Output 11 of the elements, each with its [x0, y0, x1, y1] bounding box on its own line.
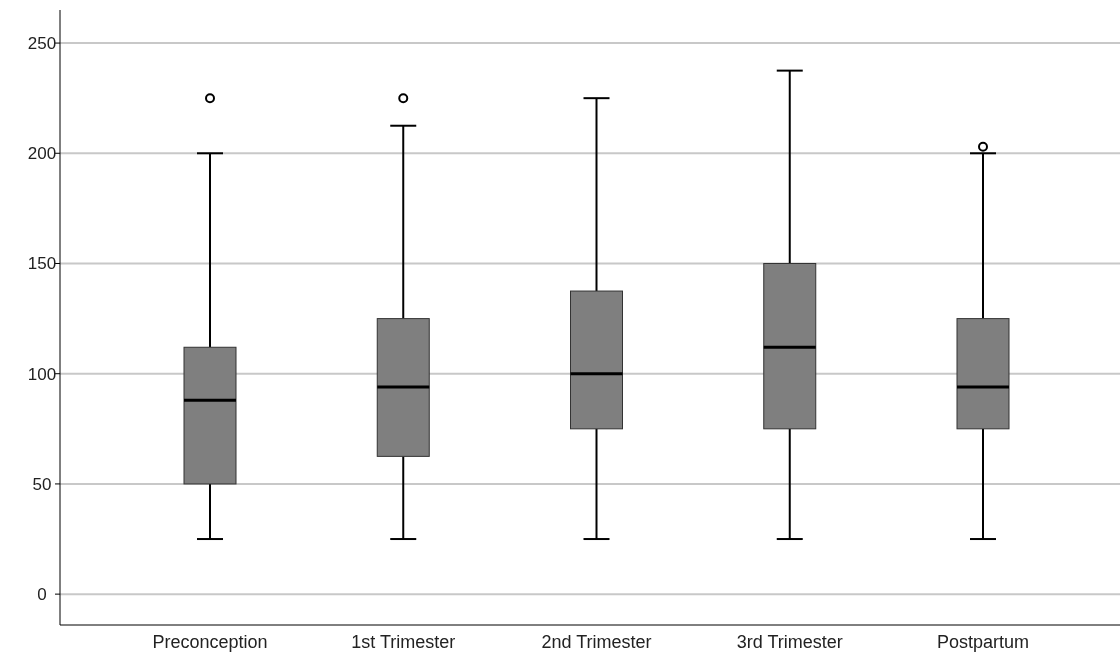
x-tick-label: 1st Trimester — [351, 632, 456, 652]
x-tick-label: Postpartum — [936, 632, 1030, 652]
y-tick-label: 250 — [27, 34, 57, 54]
y-tick-label: 150 — [27, 254, 57, 274]
x-tick-label: 2nd Trimester — [541, 632, 652, 652]
x-tick-label: 3rd Trimester — [736, 632, 843, 652]
x-tick-label: Preconception — [152, 632, 268, 652]
y-tick-label: 200 — [27, 144, 57, 164]
y-tick-label: 0 — [37, 585, 47, 605]
y-tick-label: 50 — [32, 474, 52, 494]
y-tick-label: 100 — [27, 364, 57, 384]
